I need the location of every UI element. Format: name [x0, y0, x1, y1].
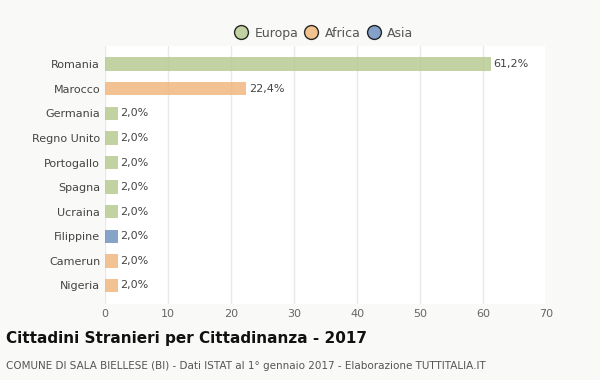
Text: 2,0%: 2,0% — [120, 231, 148, 241]
Bar — [105, 131, 118, 145]
Bar — [105, 205, 118, 218]
Text: 22,4%: 22,4% — [248, 84, 284, 94]
Bar — [105, 106, 118, 120]
Text: 2,0%: 2,0% — [120, 207, 148, 217]
Text: 2,0%: 2,0% — [120, 157, 148, 168]
Text: 61,2%: 61,2% — [493, 59, 529, 69]
Bar — [105, 57, 491, 71]
Text: Cittadini Stranieri per Cittadinanza - 2017: Cittadini Stranieri per Cittadinanza - 2… — [6, 331, 367, 345]
Legend: Europa, Africa, Asia: Europa, Africa, Asia — [235, 24, 416, 44]
Text: 2,0%: 2,0% — [120, 280, 148, 290]
Text: 2,0%: 2,0% — [120, 256, 148, 266]
Bar — [105, 230, 118, 243]
Bar — [105, 254, 118, 268]
Text: 2,0%: 2,0% — [120, 108, 148, 118]
Text: COMUNE DI SALA BIELLESE (BI) - Dati ISTAT al 1° gennaio 2017 - Elaborazione TUTT: COMUNE DI SALA BIELLESE (BI) - Dati ISTA… — [6, 361, 486, 371]
Text: 2,0%: 2,0% — [120, 133, 148, 143]
Bar — [105, 279, 118, 292]
Text: 2,0%: 2,0% — [120, 182, 148, 192]
Bar — [105, 82, 246, 95]
Bar — [105, 156, 118, 169]
Bar — [105, 180, 118, 194]
